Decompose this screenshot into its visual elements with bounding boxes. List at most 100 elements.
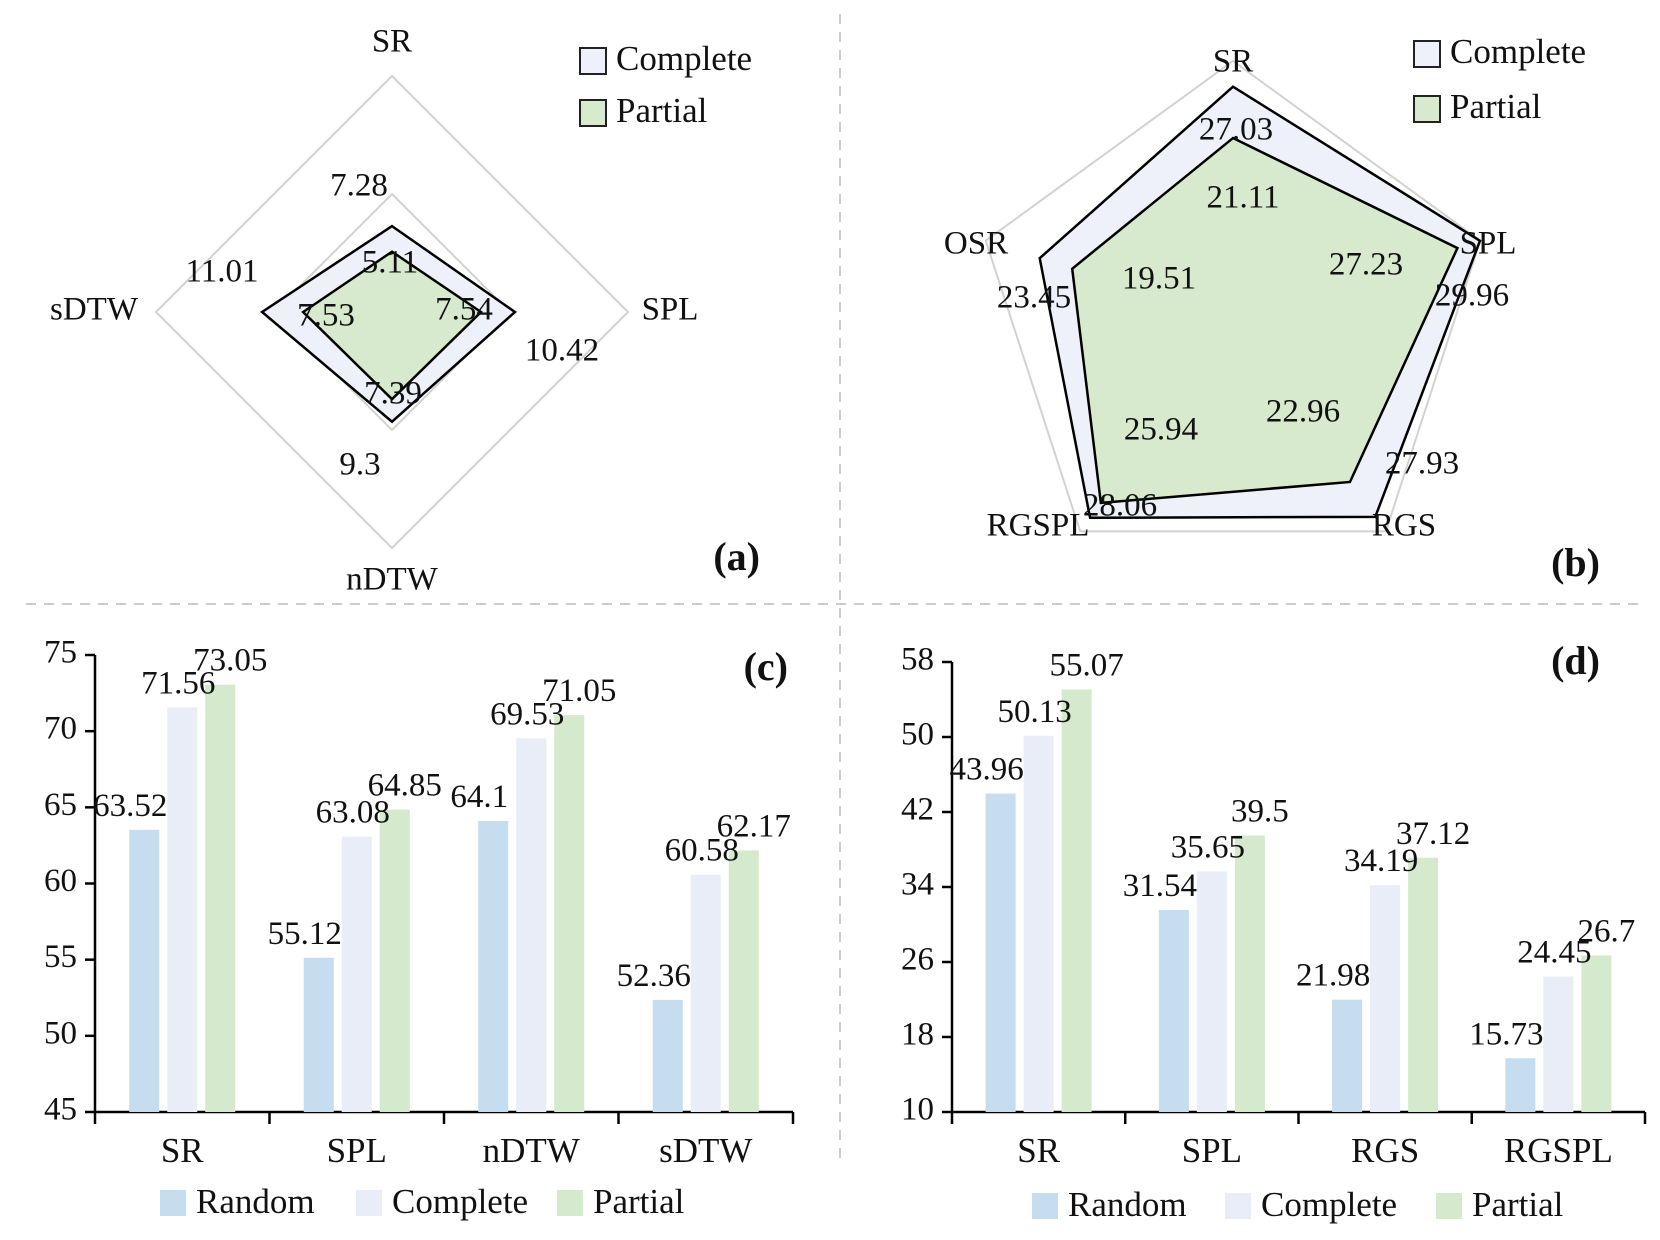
y-tick-label: 70 bbox=[44, 711, 77, 747]
panel-label: (d) bbox=[1551, 638, 1600, 683]
legend-swatch-random bbox=[160, 1190, 186, 1216]
data-label: 26.7 bbox=[1578, 913, 1636, 949]
y-tick-label: 45 bbox=[44, 1092, 77, 1128]
y-tick-label: 10 bbox=[901, 1092, 934, 1128]
data-label: 52.36 bbox=[617, 958, 691, 994]
grid-ring bbox=[984, 59, 1482, 533]
bar-partial-rgs bbox=[1408, 857, 1439, 1112]
bar-complete-sr bbox=[167, 707, 198, 1112]
axis-label-ndtw: nDTW bbox=[346, 562, 438, 598]
legend-label-complete: Complete bbox=[1261, 1185, 1397, 1224]
radar-series-partial bbox=[1070, 136, 1460, 505]
y-tick-label: 34 bbox=[901, 867, 934, 903]
legend-swatch-partial bbox=[579, 99, 607, 127]
panel-label: (c) bbox=[744, 644, 788, 689]
bar-random-sdtw bbox=[652, 999, 683, 1112]
data-label: 35.65 bbox=[1171, 830, 1245, 866]
data-label: 10.42 bbox=[525, 333, 599, 369]
legend-label-partial: Partial bbox=[1472, 1185, 1564, 1224]
legend-label-partial: Partial bbox=[616, 91, 708, 130]
data-label: 22.96 bbox=[1266, 394, 1340, 430]
y-tick-label: 18 bbox=[901, 1017, 934, 1053]
axis-label-osr: OSR bbox=[944, 226, 1008, 262]
panel-label: (a) bbox=[713, 534, 760, 579]
bar-random-ndtw bbox=[478, 821, 509, 1112]
axis-label-sr: SR bbox=[1213, 44, 1253, 80]
data-label: 7.53 bbox=[297, 298, 355, 334]
radar-chart-a: SR SPL nDTW sDTW 7.28 10.42 9.3 11.01 5.11 7.54 7.… bbox=[50, 24, 760, 598]
bar-complete-rgs bbox=[1370, 885, 1401, 1112]
data-label: 50.13 bbox=[998, 694, 1072, 730]
y-tick-label: 50 bbox=[44, 1015, 77, 1051]
x-tick-label-spl: SPL bbox=[1182, 1131, 1242, 1170]
axis-label-sr: SR bbox=[372, 24, 412, 60]
data-label: 63.08 bbox=[316, 795, 390, 831]
x-tick-label-sr: SR bbox=[1017, 1131, 1060, 1170]
bar-complete-ndtw bbox=[516, 738, 547, 1112]
data-label: 28.06 bbox=[1083, 488, 1157, 524]
bar-complete-spl bbox=[1196, 871, 1227, 1112]
bar-partial-sr bbox=[205, 684, 236, 1112]
legend-swatch-complete bbox=[356, 1190, 382, 1216]
data-label: 21.11 bbox=[1206, 180, 1279, 216]
grid-ring bbox=[154, 74, 630, 550]
data-label: 34.19 bbox=[1344, 843, 1418, 879]
y-tick-label: 60 bbox=[44, 863, 77, 899]
legend-swatch-complete bbox=[579, 47, 607, 75]
axis-label-rgspl: RGSPL bbox=[987, 508, 1090, 544]
x-tick-label-rgs: RGS bbox=[1351, 1131, 1419, 1170]
data-label: 71.56 bbox=[141, 665, 215, 701]
legend-label-random: Random bbox=[1068, 1185, 1187, 1224]
y-tick-label: 26 bbox=[901, 942, 934, 978]
data-label: 27.23 bbox=[1329, 247, 1403, 283]
data-label: 7.54 bbox=[435, 292, 493, 328]
bar-random-sr bbox=[129, 829, 160, 1112]
bar-partial-spl bbox=[379, 809, 410, 1112]
data-label: 62.17 bbox=[717, 808, 791, 844]
y-tick-label: 55 bbox=[44, 939, 77, 975]
data-label: 63.52 bbox=[93, 788, 167, 824]
x-tick-label-rgspl: RGSPL bbox=[1504, 1131, 1613, 1170]
bar-partial-sdtw bbox=[728, 850, 759, 1112]
axis-label-spl: SPL bbox=[642, 292, 699, 328]
x-tick-label-sdtw: sDTW bbox=[659, 1131, 752, 1170]
bar-random-spl bbox=[1158, 910, 1189, 1112]
data-label: 27.93 bbox=[1385, 446, 1459, 482]
bar-complete-spl bbox=[341, 836, 372, 1112]
data-label: 37.12 bbox=[1396, 816, 1470, 852]
bar-complete-sr bbox=[1023, 735, 1054, 1112]
data-label: 31.54 bbox=[1123, 868, 1197, 904]
bar-complete-rgspl bbox=[1543, 976, 1574, 1112]
data-label: 7.28 bbox=[330, 168, 388, 204]
x-tick-label-ndtw: nDTW bbox=[483, 1131, 580, 1170]
bar-random-sr bbox=[985, 793, 1016, 1112]
axis-label-rgs: RGS bbox=[1372, 508, 1436, 544]
y-tick-label: 42 bbox=[901, 792, 934, 828]
axis-label-spl: SPL bbox=[1460, 226, 1517, 262]
data-label: 43.96 bbox=[950, 752, 1024, 788]
data-label: 27.03 bbox=[1199, 112, 1273, 148]
data-label: 64.1 bbox=[450, 779, 508, 815]
y-tick-label: 50 bbox=[901, 717, 934, 753]
data-label: 25.94 bbox=[1124, 412, 1198, 448]
bar-partial-ndtw bbox=[554, 715, 585, 1112]
data-label: 73.05 bbox=[193, 643, 267, 679]
panel-label: (b) bbox=[1551, 540, 1600, 585]
legend-label-partial: Partial bbox=[1450, 87, 1542, 126]
data-label: 15.73 bbox=[1469, 1016, 1543, 1052]
legend-label-partial: Partial bbox=[593, 1182, 685, 1221]
data-label: 55.07 bbox=[1050, 647, 1124, 683]
legend-label-complete: Complete bbox=[392, 1182, 528, 1221]
data-label: 5.11 bbox=[362, 245, 419, 281]
radar-chart-b: SR SPL RGS RGSPL OSR 27.03 29.96 27.93 28.06 23.4… bbox=[944, 32, 1600, 585]
y-tick-label: 75 bbox=[44, 635, 77, 671]
data-label: 9.3 bbox=[339, 447, 380, 483]
x-tick-label-sr: SR bbox=[161, 1131, 204, 1170]
legend-label-complete: Complete bbox=[616, 39, 752, 78]
bar-random-rgspl bbox=[1505, 1058, 1536, 1112]
radar-series-partial bbox=[301, 250, 483, 401]
y-tick-label: 65 bbox=[44, 787, 77, 823]
data-label: 24.45 bbox=[1517, 935, 1591, 971]
bar-complete-sdtw bbox=[690, 874, 721, 1112]
